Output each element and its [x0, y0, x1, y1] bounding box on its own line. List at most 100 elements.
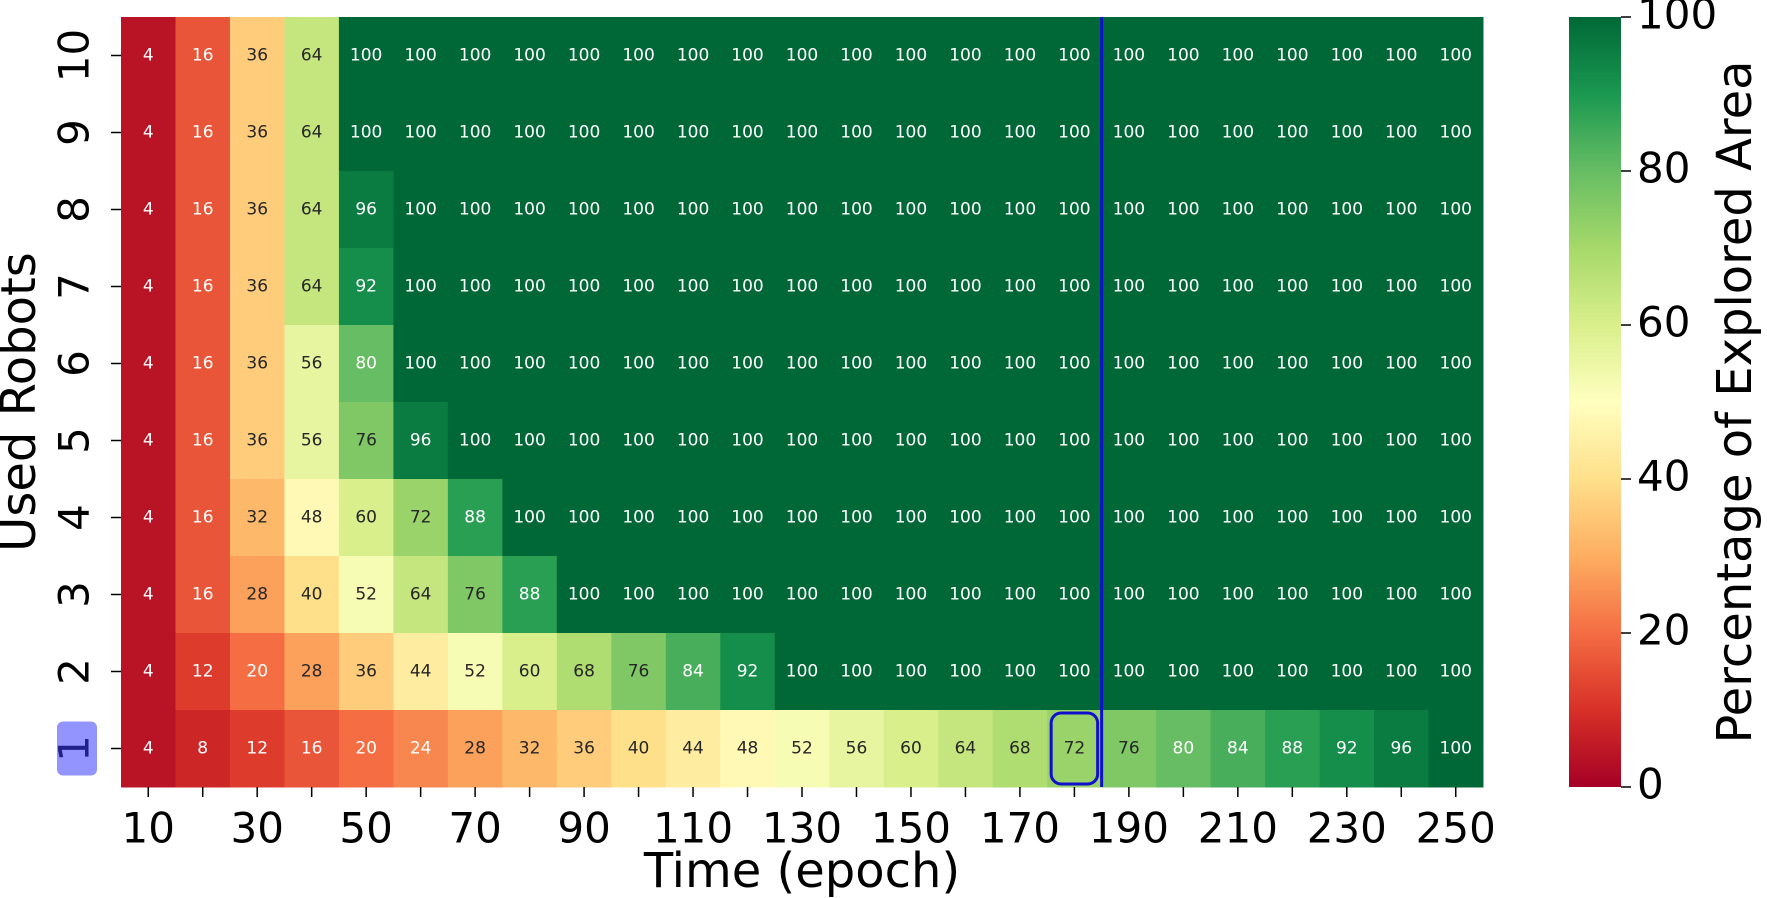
heatmap-cell	[1156, 710, 1212, 788]
heatmap-cell	[447, 248, 503, 326]
cell-label: 20	[246, 662, 268, 682]
heatmap-cell	[556, 94, 612, 172]
heatmap-cell	[774, 325, 830, 403]
heatmap-cell	[502, 171, 558, 249]
heatmap-cell	[720, 94, 776, 172]
heatmap-cell	[175, 402, 231, 480]
heatmap-cell	[883, 171, 939, 249]
cell-label: 100	[1004, 277, 1036, 297]
cell-label: 100	[1167, 123, 1199, 143]
y-tick-label: 4	[50, 504, 99, 531]
cell-label: 4	[143, 46, 154, 66]
cell-label: 56	[301, 431, 323, 451]
cell-label: 40	[628, 739, 650, 759]
cell-label: 100	[1167, 277, 1199, 297]
heatmap-cell	[284, 633, 340, 711]
cell-label: 4	[143, 739, 154, 759]
colorbar-tick-label: 80	[1637, 144, 1690, 193]
heatmap-cell	[121, 248, 176, 326]
cell-label: 16	[192, 431, 214, 451]
heatmap-cell	[938, 479, 994, 557]
cell-label: 36	[246, 354, 268, 374]
heatmap-cell	[447, 633, 503, 711]
cell-label: 100	[404, 354, 436, 374]
cell-label: 100	[895, 662, 927, 682]
cell-label: 100	[1058, 354, 1090, 374]
heatmap-cell	[1047, 633, 1103, 711]
cell-label: 64	[301, 200, 323, 220]
heatmap-cell	[1047, 556, 1103, 634]
heatmap-cell	[774, 633, 830, 711]
heatmap-cell	[393, 248, 449, 326]
heatmap-cell	[1210, 171, 1266, 249]
cell-label: 100	[895, 277, 927, 297]
cell-label: 4	[143, 431, 154, 451]
heatmap-cell	[447, 17, 503, 95]
heatmap-cell	[1210, 94, 1266, 172]
colorbar-tick-label: 20	[1637, 606, 1690, 655]
cell-label: 100	[568, 123, 600, 143]
x-tick-label: 30	[230, 804, 283, 853]
heatmap-cell	[829, 633, 885, 711]
cell-label: 100	[622, 46, 654, 66]
cell-label: 100	[459, 431, 491, 451]
cell-label: 100	[622, 200, 654, 220]
cell-label: 100	[677, 508, 709, 528]
cell-label: 12	[192, 662, 214, 682]
heatmap-cell	[502, 402, 558, 480]
cell-label: 100	[949, 431, 981, 451]
cell-label: 100	[1004, 123, 1036, 143]
heatmap-cell	[665, 479, 721, 557]
heatmap-cell	[883, 94, 939, 172]
cell-label: 100	[949, 585, 981, 605]
heatmap-cell	[883, 17, 939, 95]
heatmap-cell	[611, 710, 667, 788]
cell-label: 100	[1331, 46, 1363, 66]
cell-label: 80	[355, 354, 377, 374]
y-tick-label: 2	[50, 658, 99, 685]
cell-label: 100	[895, 585, 927, 605]
cell-label: 36	[246, 123, 268, 143]
colorbar-tick-label: 40	[1637, 452, 1690, 501]
heatmap-cell	[556, 17, 612, 95]
heatmap-cell	[611, 171, 667, 249]
cell-label: 100	[1222, 200, 1254, 220]
heatmap-cell	[284, 325, 340, 403]
heatmap-cell	[720, 633, 776, 711]
heatmap-cell	[1374, 94, 1430, 172]
cell-label: 16	[192, 354, 214, 374]
cell-label: 100	[1113, 354, 1145, 374]
heatmap-cell	[338, 402, 394, 480]
cell-label: 64	[301, 123, 323, 143]
cell-label: 100	[1058, 431, 1090, 451]
heatmap-cell	[447, 710, 503, 788]
cell-label: 100	[786, 431, 818, 451]
cell-label: 100	[1331, 508, 1363, 528]
heatmap-cell	[1265, 171, 1321, 249]
cell-label: 88	[464, 508, 486, 528]
cell-label: 100	[459, 277, 491, 297]
heatmap-cell	[1374, 402, 1430, 480]
heatmap-cell	[1374, 479, 1430, 557]
y-tick-label: 8	[50, 196, 99, 223]
cell-label: 88	[519, 585, 541, 605]
heatmap-cell	[1265, 17, 1321, 95]
cell-label: 96	[410, 431, 432, 451]
heatmap-cell	[502, 479, 558, 557]
cell-label: 4	[143, 277, 154, 297]
cell-label: 100	[677, 431, 709, 451]
heatmap-cell	[665, 325, 721, 403]
cell-label: 100	[840, 431, 872, 451]
heatmap-cell	[883, 479, 939, 557]
cell-label: 24	[410, 739, 432, 759]
heatmap-cell	[938, 17, 994, 95]
x-tick-label: 250	[1416, 804, 1496, 853]
cell-label: 100	[622, 354, 654, 374]
cell-label: 100	[677, 277, 709, 297]
cell-label: 100	[1058, 508, 1090, 528]
heatmap-cell	[556, 479, 612, 557]
cell-label: 100	[1167, 585, 1199, 605]
cell-label: 72	[410, 508, 432, 528]
heatmap-cell	[774, 248, 830, 326]
cell-label: 100	[513, 46, 545, 66]
